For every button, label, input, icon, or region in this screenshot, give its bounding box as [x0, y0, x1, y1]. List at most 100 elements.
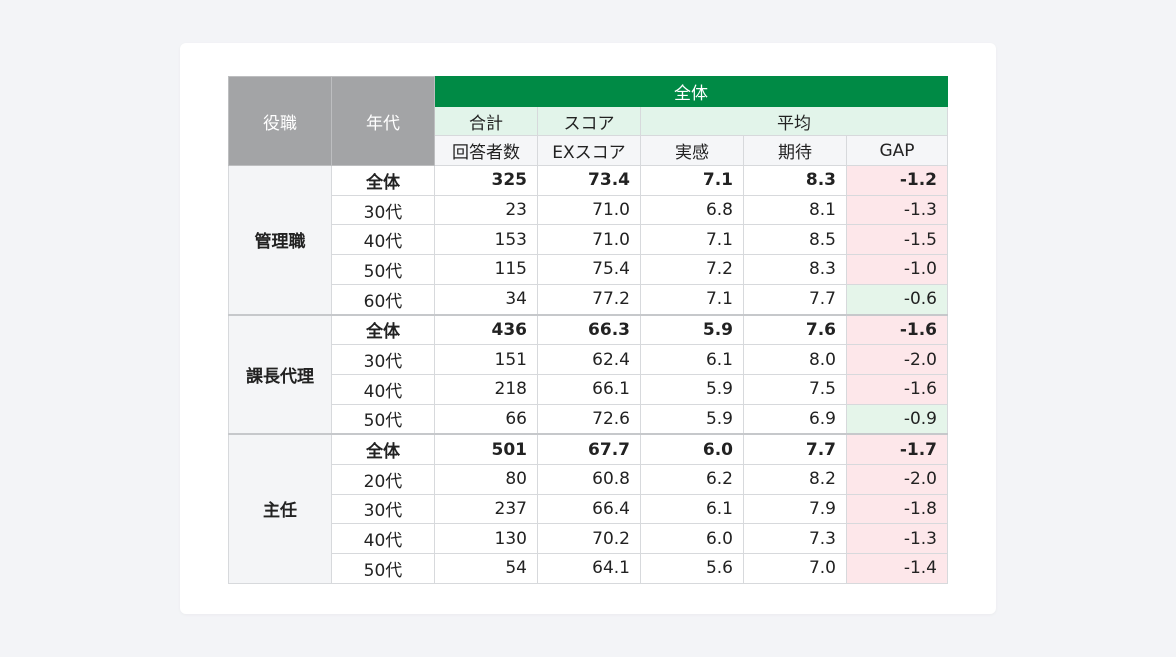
gap-cell: -2.0: [846, 463, 948, 495]
gap-cell: -1.5: [846, 224, 948, 256]
table-row: 40代 218 66.1 5.9 7.5 -1.6: [229, 373, 948, 405]
respondents-cell: 130: [434, 523, 538, 554]
ex-score-cell: 66.4: [537, 493, 641, 525]
header-average: 平均: [640, 105, 948, 137]
expectation-cell: 7.3: [743, 523, 847, 554]
respondents-cell: 153: [434, 224, 538, 256]
expectation-cell: 8.1: [743, 194, 847, 226]
header-age: 年代: [331, 75, 435, 167]
age-cell: 30代: [331, 493, 435, 525]
ex-score-cell: 64.1: [537, 553, 641, 584]
actual-cell: 7.1: [640, 165, 744, 196]
age-cell: 全体: [331, 165, 435, 196]
age-cell: 40代: [331, 373, 435, 405]
respondents-cell: 237: [434, 493, 538, 525]
gap-cell: -1.7: [846, 433, 948, 465]
age-cell: 全体: [331, 433, 435, 465]
expectation-cell: 8.3: [743, 254, 847, 285]
actual-cell: 7.2: [640, 254, 744, 285]
table-row: 50代 115 75.4 7.2 8.3 -1.0: [229, 254, 948, 285]
expectation-cell: 8.2: [743, 463, 847, 495]
expectation-cell: 6.9: [743, 403, 847, 436]
header-role: 役職: [228, 75, 332, 167]
header-expectation: 期待: [743, 135, 847, 167]
respondents-cell: 151: [434, 344, 538, 375]
age-cell: 30代: [331, 344, 435, 375]
gap-cell: -1.3: [846, 194, 948, 226]
respondents-cell: 218: [434, 373, 538, 405]
ex-score-cell: 60.8: [537, 463, 641, 495]
respondents-cell: 34: [434, 283, 538, 316]
expectation-cell: 7.6: [743, 313, 847, 346]
age-cell: 50代: [331, 403, 435, 436]
actual-cell: 6.1: [640, 344, 744, 375]
gap-cell: -1.6: [846, 313, 948, 346]
ex-score-cell: 72.6: [537, 403, 641, 436]
actual-cell: 5.9: [640, 313, 744, 346]
actual-cell: 6.2: [640, 463, 744, 495]
gap-cell: -0.6: [846, 283, 948, 316]
gap-cell: -2.0: [846, 344, 948, 375]
header-total: 合計: [434, 105, 538, 137]
actual-cell: 5.9: [640, 373, 744, 405]
gap-cell: -1.6: [846, 373, 948, 405]
header-overall: 全体: [434, 76, 948, 107]
ex-score-cell: 66.1: [537, 373, 641, 405]
expectation-cell: 8.5: [743, 224, 847, 256]
table-row: 50代 54 64.1 5.6 7.0 -1.4: [229, 553, 948, 584]
age-cell: 50代: [331, 553, 435, 584]
ex-score-cell: 70.2: [537, 523, 641, 554]
ex-score-cell: 73.4: [537, 165, 641, 196]
respondents-cell: 54: [434, 553, 538, 584]
table-row: 30代 23 71.0 6.8 8.1 -1.3: [229, 194, 948, 226]
table-row: 管理職 全体 325 73.4 7.1 8.3 -1.2: [228, 165, 948, 316]
actual-cell: 6.0: [640, 433, 744, 465]
gap-cell: -1.8: [846, 493, 948, 525]
ex-score-cell: 66.3: [537, 313, 641, 346]
header-actual: 実感: [640, 135, 744, 167]
ex-score-cell: 77.2: [537, 283, 641, 316]
ex-score-cell: 75.4: [537, 254, 641, 285]
actual-cell: 5.9: [640, 403, 744, 436]
gap-cell: -0.9: [846, 403, 948, 436]
expectation-cell: 7.7: [743, 283, 847, 316]
actual-cell: 7.1: [640, 224, 744, 256]
expectation-cell: 7.9: [743, 493, 847, 525]
actual-cell: 5.6: [640, 553, 744, 584]
respondents-cell: 66: [434, 403, 538, 436]
ex-score-cell: 67.7: [537, 433, 641, 465]
expectation-cell: 8.0: [743, 344, 847, 375]
header-gap: GAP: [846, 135, 948, 167]
actual-cell: 6.0: [640, 523, 744, 554]
expectation-cell: 7.7: [743, 433, 847, 465]
header-score: スコア: [537, 105, 641, 137]
role-cell: 主任: [228, 433, 332, 584]
age-cell: 全体: [331, 313, 435, 346]
respondents-cell: 436: [434, 313, 538, 346]
header-respondents: 回答者数: [434, 135, 538, 167]
respondents-cell: 325: [434, 165, 538, 196]
table-row: 30代 237 66.4 6.1 7.9 -1.8: [229, 493, 948, 525]
actual-cell: 7.1: [640, 283, 744, 316]
ex-score-cell: 71.0: [537, 224, 641, 256]
age-cell: 40代: [331, 224, 435, 256]
respondents-cell: 115: [434, 254, 538, 285]
table-row: 20代 80 60.8 6.2 8.2 -2.0: [229, 463, 948, 495]
table-row: 40代 153 71.0 7.1 8.5 -1.5: [229, 224, 948, 256]
actual-cell: 6.8: [640, 194, 744, 226]
gap-cell: -1.0: [846, 254, 948, 285]
table-card: 役職 年代 全体 合計 スコア 平均 回答者数 EXスコア 実感 期待 GAP …: [180, 43, 996, 614]
age-cell: 40代: [331, 523, 435, 554]
ex-score-table: 役職 年代 全体 合計 スコア 平均 回答者数 EXスコア 実感 期待 GAP …: [228, 75, 948, 584]
actual-cell: 6.1: [640, 493, 744, 525]
table-row: 課長代理 全体 436 66.3 5.9 7.6 -1.6: [228, 313, 948, 436]
role-cell: 管理職: [228, 165, 332, 316]
role-cell: 課長代理: [228, 314, 332, 436]
respondents-cell: 501: [434, 433, 538, 465]
gap-cell: -1.3: [846, 523, 948, 554]
table-row: 40代 130 70.2 6.0 7.3 -1.3: [229, 523, 948, 554]
table-row: 30代 151 62.4 6.1 8.0 -2.0: [229, 344, 948, 375]
gap-cell: -1.2: [846, 165, 948, 196]
gap-cell: -1.4: [846, 553, 948, 584]
age-cell: 60代: [331, 283, 435, 316]
